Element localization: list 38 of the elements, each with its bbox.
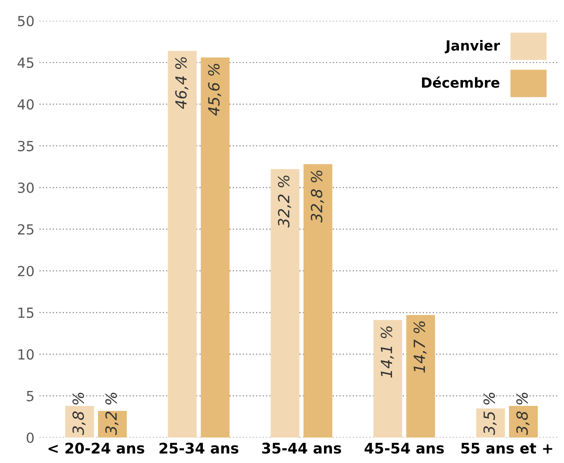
bar <box>200 58 230 438</box>
y-tick-label: 45 <box>18 58 34 68</box>
data-label: 14,1 % <box>380 326 394 378</box>
data-label: 3,8 % <box>72 392 86 436</box>
y-tick-label: 10 <box>18 349 34 360</box>
bar <box>476 408 505 438</box>
bar <box>304 164 332 438</box>
bar <box>270 169 300 438</box>
bar <box>373 320 402 438</box>
x-tick-label: 35-44 ans <box>262 442 342 454</box>
bar <box>406 315 436 438</box>
x-tick-label: 45-54 ans <box>364 442 444 454</box>
data-label: 32,2 % <box>278 176 292 228</box>
legend-label: Décembre <box>422 76 500 88</box>
y-tick-label: 35 <box>18 140 34 152</box>
y-tick-label: 30 <box>18 182 34 193</box>
x-tick-label: 25-34 ans <box>160 442 238 454</box>
y-tick-label: 50 <box>18 16 34 26</box>
x-tick-label: 55 ans et + <box>461 442 552 454</box>
data-label: 3,2 % <box>105 392 118 436</box>
y-tick-label: 5 <box>26 391 34 402</box>
x-tick-label: < 20-24 ans <box>48 442 144 454</box>
bar <box>168 50 197 438</box>
data-label: 3,5 % <box>483 392 497 436</box>
y-tick-label: 40 <box>18 99 34 110</box>
legend-label: Janvier <box>444 40 500 54</box>
data-label: 14,7 % <box>414 321 427 373</box>
data-label: 46,4 % <box>175 57 188 109</box>
y-tick-label: 0 <box>26 432 34 444</box>
y-tick-label: 15 <box>18 308 34 318</box>
bar <box>65 406 94 438</box>
y-tick-label: 20 <box>18 266 34 276</box>
data-label: 3,8 % <box>516 392 530 436</box>
bar <box>509 406 538 438</box>
data-label: 45,6 % <box>208 64 222 116</box>
y-tick-label: 25 <box>18 224 34 235</box>
data-label: 32,8 % <box>310 170 324 223</box>
bar <box>98 410 127 438</box>
